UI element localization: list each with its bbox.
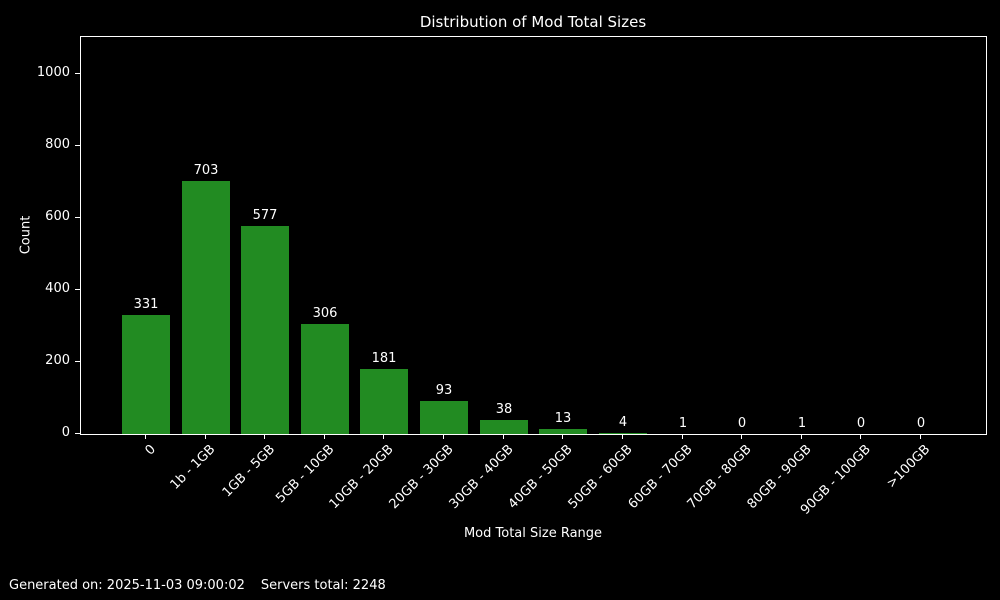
x-tick [443, 434, 444, 439]
chart-title: Distribution of Mod Total Sizes [419, 13, 647, 31]
y-tick [75, 217, 80, 218]
bar-value-label: 93 [435, 383, 453, 398]
x-tick [503, 434, 504, 439]
bar-value-label: 181 [371, 351, 397, 366]
bar-value-label: 331 [133, 297, 159, 312]
x-tick [801, 434, 802, 439]
y-tick [75, 145, 80, 146]
bar-value-label: 38 [495, 402, 513, 417]
bar-value-label: 1 [797, 416, 807, 431]
y-tick-label: 600 [45, 209, 70, 224]
y-tick [75, 289, 80, 290]
y-tick [75, 361, 80, 362]
y-tick-label: 400 [45, 281, 70, 296]
x-tick [264, 434, 265, 439]
bar [122, 315, 170, 434]
bar-value-label: 1 [678, 416, 688, 431]
y-tick-label: 200 [45, 353, 70, 368]
x-tick [741, 434, 742, 439]
bar [599, 433, 647, 434]
bar-value-label: 0 [856, 416, 866, 431]
x-tick [920, 434, 921, 439]
x-tick-label-text: >100GB [884, 442, 934, 492]
x-tick [622, 434, 623, 439]
y-tick-label: 800 [45, 137, 70, 152]
y-tick [75, 433, 80, 434]
generated-on-text: Generated on: 2025-11-03 09:00:02 [9, 578, 245, 593]
bar [420, 401, 468, 434]
bar-value-label: 306 [312, 306, 338, 321]
bar [539, 429, 587, 434]
y-tick-label: 1000 [36, 65, 70, 80]
bar-value-label: 0 [737, 416, 747, 431]
x-tick [682, 434, 683, 439]
x-tick [145, 434, 146, 439]
x-tick-label-text: 0 [142, 442, 159, 459]
bar-value-label: 577 [252, 208, 278, 223]
bar [241, 226, 289, 434]
x-axis-title: Mod Total Size Range [463, 526, 603, 541]
x-tick-label-text: 1b - 1GB [167, 442, 219, 493]
x-tick [324, 434, 325, 439]
bar-value-label: 4 [618, 415, 628, 430]
y-tick [75, 73, 80, 74]
plot-area: 331 703 577 306 181 93 38 13 4 1 0 1 0 0 [80, 36, 987, 435]
x-tick [860, 434, 861, 439]
y-tick-label: 0 [61, 425, 70, 440]
bar [360, 369, 408, 434]
x-tick [205, 434, 206, 439]
bar-value-label: 703 [193, 163, 219, 178]
footer: Generated on: 2025-11-03 09:00:02 Servers… [9, 577, 386, 594]
servers-total-text: Servers total: 2248 [260, 578, 386, 593]
bar [182, 181, 230, 434]
bar [480, 420, 528, 434]
x-tick [562, 434, 563, 439]
x-tick-label-text: 1GB - 5GB [219, 442, 278, 501]
x-tick [383, 434, 384, 439]
x-tick-label-text: 5GB - 10GB [273, 442, 338, 507]
bar-value-label: 13 [554, 411, 572, 426]
bar-value-label: 0 [916, 416, 926, 431]
bar [301, 324, 349, 434]
